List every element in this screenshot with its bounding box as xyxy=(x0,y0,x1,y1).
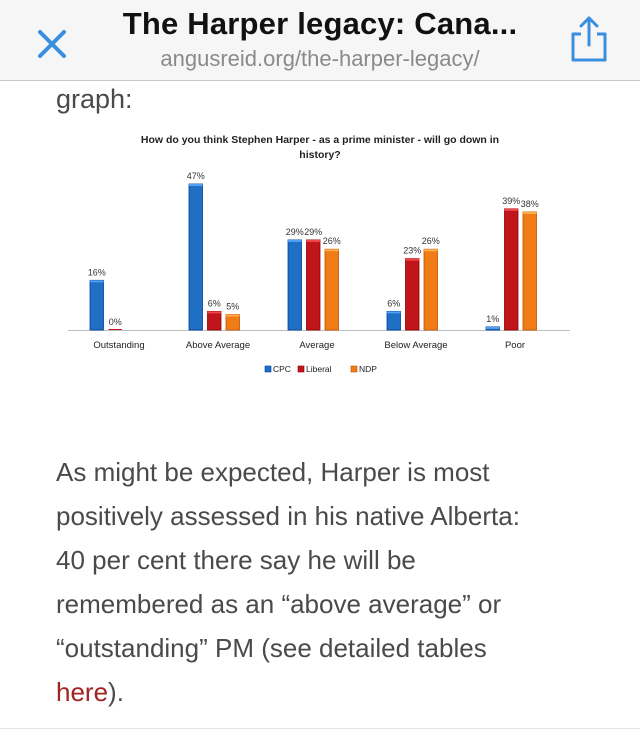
bar-top-cpc xyxy=(288,239,302,242)
bar-ndp xyxy=(225,314,240,331)
data-label: 29% xyxy=(286,227,304,237)
divider xyxy=(0,728,640,729)
category-label: Above Average xyxy=(186,340,250,351)
bar-liberal xyxy=(108,329,122,330)
page-title: The Harper legacy: Cana... xyxy=(122,6,518,41)
bar-ndp xyxy=(522,211,537,331)
data-label: 5% xyxy=(226,301,239,311)
bar-top-ndp xyxy=(226,314,240,317)
legend-swatch-cpc xyxy=(264,365,272,373)
bar-cpc xyxy=(188,183,203,331)
paragraph-line: remembered as an “above average” or xyxy=(56,589,502,619)
bar-top-cpc xyxy=(189,184,203,186)
paragraph-line: As might be expected, Harper is most xyxy=(56,457,490,487)
paragraph-end: ). xyxy=(108,677,124,707)
bar-cpc xyxy=(287,239,302,331)
data-label: 6% xyxy=(208,298,221,308)
chart-title: history? xyxy=(299,149,340,161)
bar-top-ndp xyxy=(424,249,438,252)
article-paragraph: As might be expected, Harper is most pos… xyxy=(56,450,596,714)
share-icon[interactable] xyxy=(566,14,612,64)
article-fragment: graph: xyxy=(56,84,133,114)
legend-label-cpc: CPC xyxy=(273,364,291,374)
data-label: 26% xyxy=(323,236,341,246)
chart-title: How do you think Stephen Harper - as a p… xyxy=(141,134,499,146)
legend-swatch-liberal xyxy=(297,365,305,373)
legend-swatch-ndp xyxy=(350,365,358,373)
paragraph-line: “outstanding” PM (see detailed tables xyxy=(56,633,487,663)
bar-ndp xyxy=(324,248,339,331)
category-label: Below Average xyxy=(384,340,447,351)
data-label: 39% xyxy=(502,196,520,206)
bar-top-cpc xyxy=(90,280,104,283)
data-label: 26% xyxy=(422,236,440,246)
paragraph-line: positively assessed in his native Albert… xyxy=(56,501,520,531)
data-label: 23% xyxy=(403,246,421,256)
data-label: 16% xyxy=(88,267,106,277)
bar-top-liberal xyxy=(306,239,320,242)
category-label: Average xyxy=(299,340,334,351)
data-label: 47% xyxy=(187,171,205,181)
bar-liberal xyxy=(306,239,321,331)
close-icon[interactable] xyxy=(32,24,72,64)
page-url[interactable]: angusreid.org/the-harper-legacy/ xyxy=(160,46,480,71)
data-label: 6% xyxy=(387,298,400,308)
survey-chart: How do you think Stephen Harper - as a p… xyxy=(60,124,580,384)
bar-top-ndp xyxy=(523,211,537,214)
legend-label-liberal: Liberal xyxy=(306,364,332,374)
bar-ndp xyxy=(423,248,438,331)
paragraph-line-last: here). xyxy=(56,670,596,714)
bar-top-liberal xyxy=(504,208,518,211)
data-label: 29% xyxy=(304,227,322,237)
bar-top-ndp xyxy=(325,249,339,252)
chart-svg: How do you think Stephen Harper - as a p… xyxy=(68,134,570,374)
data-label: 0% xyxy=(109,317,122,327)
bar-top-cpc xyxy=(387,311,401,314)
data-label: 38% xyxy=(521,199,539,209)
bar-cpc xyxy=(89,279,104,331)
category-label: Poor xyxy=(505,340,525,351)
bar-top-cpc xyxy=(486,326,500,329)
bar-cpc xyxy=(386,310,401,331)
tables-link[interactable]: here xyxy=(56,677,109,707)
data-label: 1% xyxy=(486,314,499,324)
paragraph-line: 40 per cent there say he will be xyxy=(56,545,416,575)
bar-top-liberal xyxy=(405,258,419,261)
bar-top-liberal xyxy=(207,311,221,314)
legend-label-ndp: NDP xyxy=(359,364,377,374)
category-label: Outstanding xyxy=(93,340,144,351)
bar-liberal xyxy=(405,258,420,331)
bar-liberal xyxy=(207,310,222,331)
bar-liberal xyxy=(504,208,519,331)
browser-header: The Harper legacy: Cana... angusreid.org… xyxy=(0,0,640,81)
